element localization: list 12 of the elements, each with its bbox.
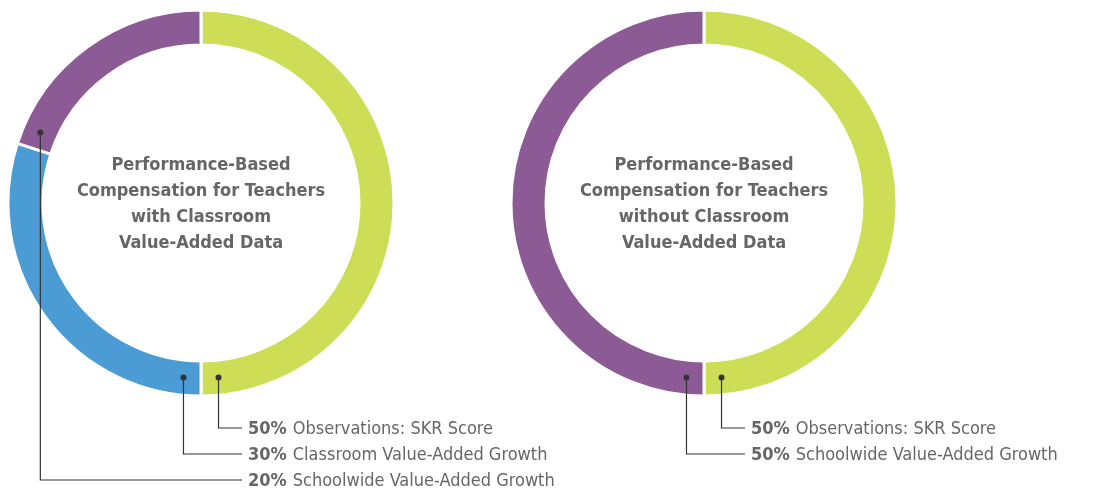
slice-label: Schoolwide Value-Added Growth [292, 469, 555, 489]
slice-label: Observations: SKR Score [795, 417, 997, 438]
data-label: 30% [248, 443, 287, 464]
data-label: 50% [248, 417, 287, 438]
text: Performance-Based Compensation for Teachers with Classroom Value-Added Data [76, 153, 326, 252]
slice-label: Schoolwide Value-Added Growth [795, 443, 1058, 464]
text: Performance-Based Compensation for Teachers without Classroom Value-Added Data [579, 153, 829, 252]
slice-label: Observations: SKR Score [292, 417, 494, 438]
slice-label: Classroom Value-Added Growth [292, 443, 548, 464]
data-label: 50% [751, 417, 790, 438]
data-label: 50% [751, 443, 790, 464]
data-label: 20% [248, 469, 287, 489]
